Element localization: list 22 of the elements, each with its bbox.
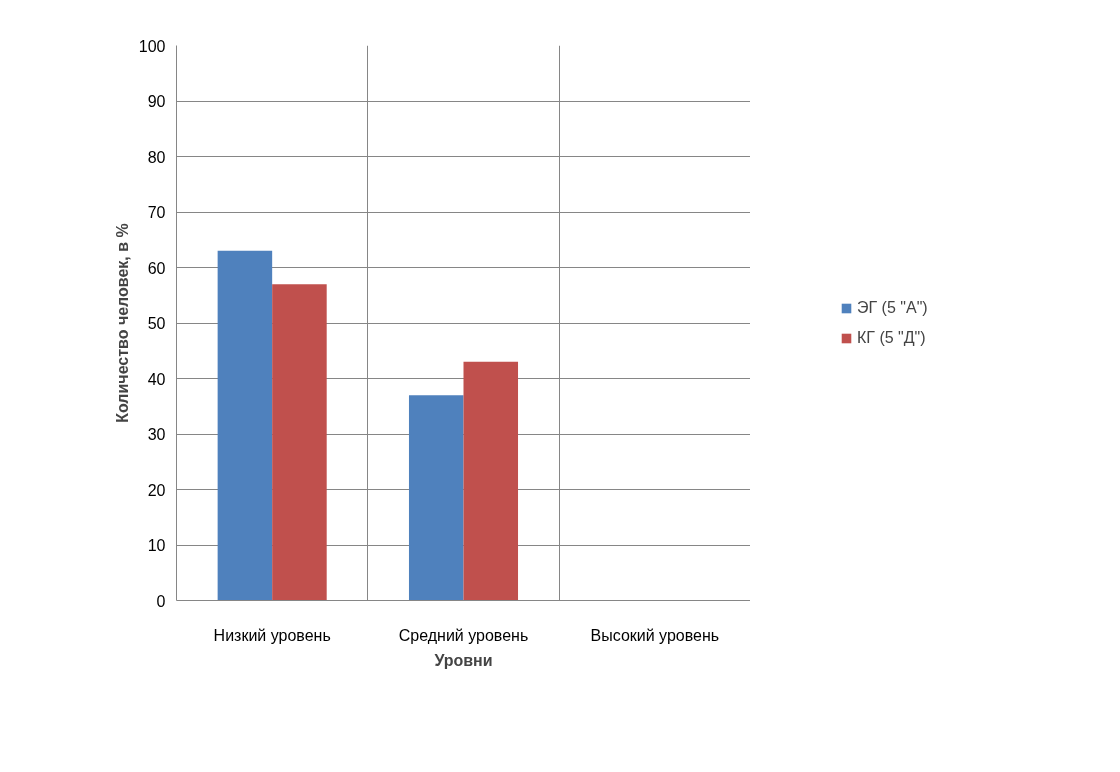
- bar: [217, 250, 273, 601]
- y-tick-label: 100: [138, 37, 166, 55]
- y-tick-label: 90: [147, 93, 166, 110]
- y-axis-title: Количество человек, в %: [113, 223, 131, 423]
- bar: [408, 395, 464, 601]
- legend-label: КГ (5 "Д"): [857, 328, 926, 347]
- y-tick-label: 60: [147, 259, 166, 277]
- x-tick-label: Низкий уровень: [213, 626, 331, 644]
- x-axis-title: Уровни: [434, 651, 493, 669]
- legend-label: ЭГ (5 "А"): [857, 298, 928, 317]
- x-tick-label: Высокий уровень: [590, 626, 720, 644]
- y-tick-label: 50: [147, 315, 166, 332]
- y-tick-label: 80: [147, 148, 166, 166]
- y-tick-label: 30: [147, 426, 166, 443]
- y-tick-label: 70: [147, 204, 166, 221]
- y-tick-label: 0: [156, 592, 166, 610]
- y-tick-label: 10: [147, 537, 166, 554]
- x-tick-label: Средний уровень: [398, 626, 529, 644]
- bar: [272, 284, 327, 601]
- y-tick-label: 20: [147, 481, 166, 499]
- y-tick-label: 40: [147, 370, 166, 388]
- bar: [463, 361, 519, 601]
